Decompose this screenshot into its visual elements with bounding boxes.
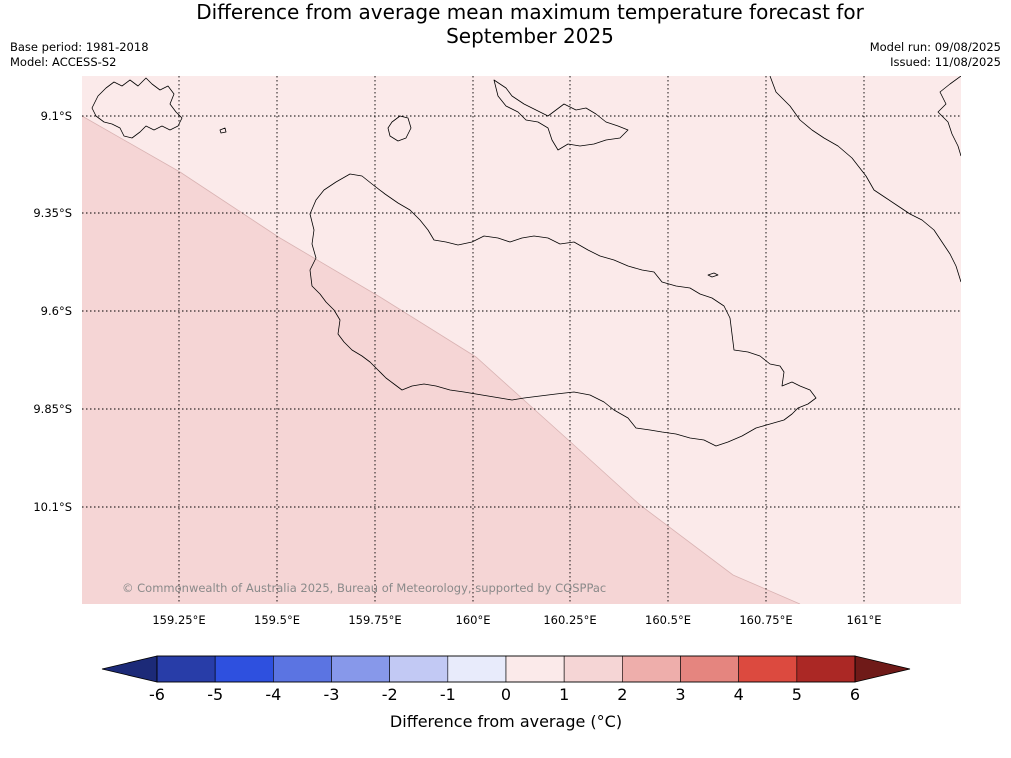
colorbar-tick-label: -2 [382, 685, 398, 704]
colorbar-outline [156, 655, 856, 683]
russell-islands-coastline [91, 77, 183, 139]
colorbar-tick-label: 4 [734, 685, 744, 704]
small-islet-coastline [707, 272, 719, 278]
colorbar-cell [563, 655, 623, 683]
lon-tick-label: 161°E [847, 613, 882, 627]
model-text: Model: ACCESS-S2 [10, 55, 117, 69]
colorbar-tick-label: -6 [149, 685, 165, 704]
anomaly-region-1-to-2 [82, 116, 800, 604]
meta-left: Base period: 1981-2018 Model: ACCESS-S2 [10, 40, 149, 70]
lat-tick-label: 9.35°S [33, 206, 72, 220]
islet-coastline-2 [219, 127, 227, 134]
model-run-text: Model run: 09/08/2025 [869, 40, 1001, 54]
colorbar-cell [738, 655, 798, 683]
colorbar-tick-label: 5 [792, 685, 802, 704]
nggela-islands-coastline [493, 79, 629, 151]
meta-right: Model run: 09/08/2025 Issued: 11/08/2025 [870, 40, 1001, 70]
colorbar-cell [273, 655, 332, 683]
colorbar-under-arrow [101, 655, 158, 683]
colorbar-tick-label: -3 [324, 685, 340, 704]
guadalcanal-coastline [309, 173, 817, 447]
page-title: Difference from average mean maximum tem… [180, 0, 880, 48]
latitude-labels: 9.1°S 9.35°S 9.6°S 9.85°S 10.1°S [33, 109, 72, 514]
colorbar-tick-label: -4 [265, 685, 281, 704]
lon-tick-label: 159.5°E [254, 613, 300, 627]
lon-tick-label: 160.5°E [645, 613, 691, 627]
colorbar-tick-label: -1 [440, 685, 456, 704]
colorbar-cell [505, 655, 565, 683]
colorbar-tick-label: 6 [850, 685, 860, 704]
malaita-coastline [769, 76, 961, 283]
colorbar: -6 -5 -4 -3 -2 -1 0 1 2 3 4 5 6 Difference from aver… [101, 655, 911, 731]
longitude-labels: 159.25°E 159.5°E 159.75°E 160°E 160.25°E… [152, 613, 881, 627]
savo-island-coastline [387, 115, 412, 142]
colorbar-label: Difference from average (°C) [390, 712, 622, 731]
lon-tick-label: 159.25°E [152, 613, 205, 627]
colorbar-cell [680, 655, 739, 683]
colorbar-tick-label: 3 [675, 685, 685, 704]
lat-tick-label: 9.85°S [33, 402, 72, 416]
colorbar-cell [447, 655, 507, 683]
copyright-text: © Commonwealth of Australia 2025, Bureau… [122, 581, 606, 595]
colorbar-cell [156, 655, 216, 683]
base-period-text: Base period: 1981-2018 [10, 40, 149, 54]
gridlines [82, 76, 961, 604]
lat-tick-label: 9.6°S [41, 304, 72, 318]
lat-tick-label: 9.1°S [41, 109, 72, 123]
colorbar-cell [214, 655, 274, 683]
lon-tick-label: 160°E [456, 613, 491, 627]
title-line-1: Difference from average mean maximum tem… [196, 0, 864, 24]
colorbar-tick-label: 1 [559, 685, 569, 704]
colorbar-cell [622, 655, 681, 683]
colorbar-tick-label: 0 [501, 685, 511, 704]
lon-tick-label: 160.75°E [739, 613, 792, 627]
colorbar-cell [389, 655, 449, 683]
colorbar-tick-label: 2 [617, 685, 627, 704]
title-line-2: September 2025 [446, 24, 614, 48]
lat-tick-label: 10.1°S [33, 500, 72, 514]
colorbar-cell [796, 655, 856, 683]
map-panel: © Commonwealth of Australia 2025, Bureau… [82, 76, 961, 604]
lon-tick-label: 160.25°E [543, 613, 596, 627]
colorbar-cell [331, 655, 390, 683]
issued-text: Issued: 11/08/2025 [890, 55, 1001, 69]
region-boundary [82, 115, 801, 604]
coastlines [91, 76, 961, 447]
colorbar-over-arrow [854, 655, 911, 683]
lon-tick-label: 159.75°E [348, 613, 401, 627]
colorbar-tick-label: -5 [207, 685, 223, 704]
